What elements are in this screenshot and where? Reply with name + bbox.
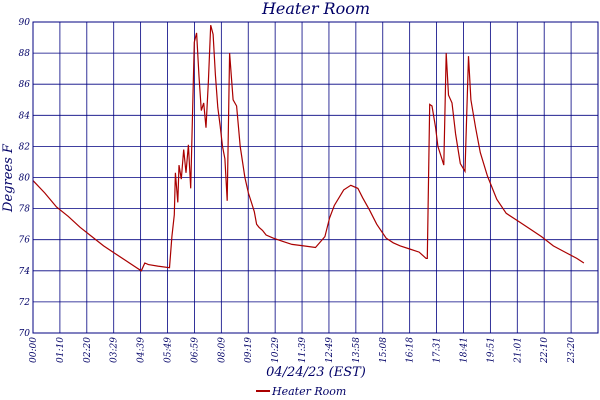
x-tick-label: 10:29: [271, 337, 281, 363]
y-tick-label: 76: [19, 236, 31, 246]
legend-label: Heater Room: [271, 385, 346, 398]
x-tick-label: 15:08: [379, 337, 389, 363]
x-tick-label: 02:20: [83, 337, 93, 363]
x-tick-label: 17:31: [433, 337, 443, 363]
x-tick-label: 06:59: [190, 337, 200, 363]
grid-lines: [32, 21, 598, 334]
x-tick-label: 11:39: [298, 337, 308, 363]
x-tick-label: 08:09: [217, 337, 227, 363]
x-tick-label: 21:01: [513, 337, 523, 364]
x-tick-label: 19:51: [486, 337, 496, 363]
x-tick-label: 16:18: [406, 337, 416, 363]
y-tick-label: 88: [19, 49, 31, 59]
chart-title: Heater Room: [261, 0, 370, 18]
y-tick-label: 72: [19, 298, 31, 308]
y-tick-label: 78: [19, 205, 31, 215]
plot-frame: [32, 21, 599, 334]
x-tick-label: 05:49: [164, 337, 174, 363]
y-tick-label: 90: [19, 18, 31, 28]
x-tick-label: 13:58: [352, 337, 362, 363]
x-tick-label: 03:29: [110, 337, 120, 363]
x-tick-labels: 00:00 01:10 02:20 03:29 04:39 05:49 06:59 08:09…: [29, 337, 577, 364]
y-tick-label: 82: [19, 142, 31, 152]
y-tick-label: 74: [19, 267, 31, 277]
y-tick-label: 80: [19, 174, 31, 184]
x-tick-label: 01:10: [56, 337, 66, 363]
x-tick-label: 12:49: [325, 337, 335, 363]
x-tick-label: 23:20: [567, 337, 577, 364]
x-tick-label: 04:39: [137, 337, 147, 363]
x-tick-label: 09:19: [244, 337, 254, 363]
x-tick-label: 18:41: [459, 337, 469, 363]
y-axis-label: Degrees F: [1, 143, 16, 213]
x-axis-label: 04/24/23 (EST): [266, 365, 366, 380]
y-tick-label: 84: [19, 111, 31, 121]
y-tick-labels: 70 72 74 76 78 80 82 84 86 88 90: [19, 18, 31, 339]
y-tick-label: 86: [19, 80, 31, 90]
series-layer: [32, 24, 585, 272]
series-line-heater-room: [32, 24, 585, 272]
legend: Heater Room: [256, 385, 346, 398]
x-tick-label: 22:10: [540, 337, 550, 364]
y-tick-label: 70: [19, 329, 31, 339]
x-tick-label: 00:00: [29, 337, 39, 363]
